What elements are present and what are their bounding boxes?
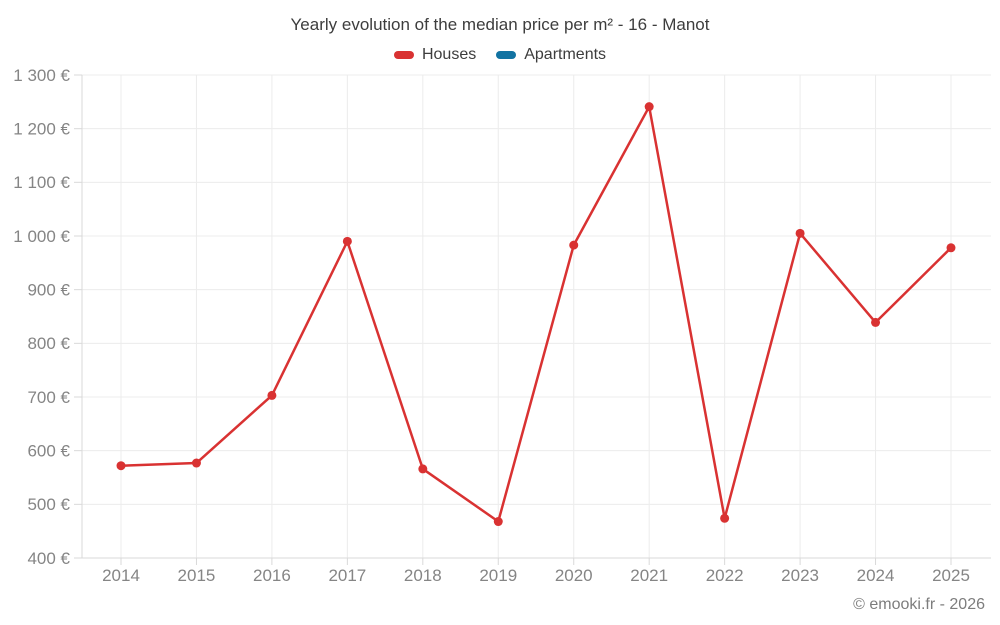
x-axis-tick-label: 2020 [555,566,593,585]
legend-label-apartments: Apartments [524,46,607,63]
data-point-houses-2021[interactable] [644,102,654,112]
y-axis-tick-label: 800 € [27,334,70,353]
apartments-color-swatch-icon [496,51,517,59]
y-axis-tick-label: 1 100 € [13,173,70,192]
data-point-houses-2024[interactable] [871,317,881,327]
x-axis-tick-label: 2016 [253,566,291,585]
x-axis-tick-label: 2014 [102,566,140,585]
x-axis-tick-label: 2021 [630,566,668,585]
data-point-houses-2015[interactable] [191,458,201,468]
copyright-watermark: © emooki.fr - 2026 [853,596,985,613]
x-axis-tick-label: 2015 [178,566,216,585]
data-point-houses-2025[interactable] [946,243,956,253]
legend-item-apartments[interactable]: Apartments [496,46,606,64]
data-point-houses-2018[interactable] [418,464,428,474]
x-axis-tick-label: 2019 [479,566,517,585]
data-point-houses-2023[interactable] [795,228,805,238]
data-point-houses-2022[interactable] [720,513,730,523]
x-axis-tick-label: 2017 [328,566,366,585]
x-axis-tick-label: 2024 [857,566,895,585]
y-axis-tick-label: 900 € [27,280,70,299]
y-axis-tick-label: 600 € [27,441,70,460]
y-axis-tick-label: 700 € [27,388,70,407]
houses-color-swatch-icon [393,51,414,59]
legend-item-houses[interactable]: Houses [393,46,477,64]
data-point-houses-2017[interactable] [342,236,352,246]
data-point-houses-2020[interactable] [569,240,579,250]
legend-label-houses: Houses [421,46,477,63]
y-axis-tick-label: 500 € [27,495,70,514]
data-point-houses-2016[interactable] [267,390,277,400]
y-axis-tick-label: 400 € [27,549,70,568]
data-point-houses-2014[interactable] [116,461,126,471]
series-line-houses [119,105,953,523]
y-axis-tick-label: 1 300 € [13,66,70,85]
legend: Houses Apartments [0,46,1000,64]
x-axis-tick-label: 2018 [404,566,442,585]
y-axis-tick-label: 1 000 € [13,227,70,246]
chart-title: Yearly evolution of the median price per… [290,15,710,34]
data-point-houses-2019[interactable] [493,517,503,527]
x-axis-tick-label: 2025 [932,566,970,585]
x-axis-tick-label: 2022 [706,566,744,585]
y-axis-tick-label: 1 200 € [13,119,70,138]
x-axis-tick-label: 2023 [781,566,819,585]
